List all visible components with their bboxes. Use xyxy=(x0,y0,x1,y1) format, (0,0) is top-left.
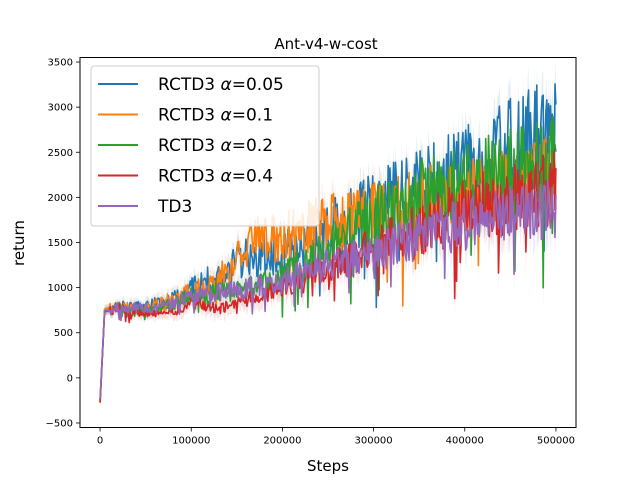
legend-label: RCTD3 α=0.05 xyxy=(158,75,284,95)
x-axis: 0 100000 200000 300000 400000 500000 xyxy=(97,427,575,447)
x-tick-label: 300000 xyxy=(354,436,392,447)
legend-label-prefix: RCTD3 xyxy=(158,106,221,126)
legend-label-value: =0.2 xyxy=(232,136,273,156)
legend-label-prefix: RCTD3 xyxy=(158,75,221,95)
series-lines xyxy=(99,83,557,404)
legend-label: TD3 xyxy=(157,197,192,217)
y-tick-label: 3000 xyxy=(48,103,73,114)
legend-label-alpha: α xyxy=(221,136,232,156)
legend-label-value: =0.4 xyxy=(232,167,273,187)
legend-label: RCTD3 α=0.2 xyxy=(158,136,273,156)
y-axis: −500 0 500 1000 1500 2000 2500 3000 3500 xyxy=(46,58,80,429)
legend-label: RCTD3 α=0.1 xyxy=(158,106,273,126)
legend-label-alpha: α xyxy=(221,167,232,187)
legend-label-alpha: α xyxy=(221,75,232,95)
y-tick-label: 2500 xyxy=(48,148,73,159)
x-tick-label: 500000 xyxy=(537,436,575,447)
legend-label-prefix: TD3 xyxy=(157,197,192,217)
x-tick-label: 100000 xyxy=(172,436,210,447)
x-axis-title: Steps xyxy=(307,457,349,475)
legend-label: RCTD3 α=0.4 xyxy=(158,167,273,187)
x-tick-label: 200000 xyxy=(263,436,301,447)
y-tick-label: 1500 xyxy=(48,238,73,249)
y-tick-label: 0 xyxy=(67,373,73,384)
legend-label-alpha: α xyxy=(221,106,232,126)
x-tick-label: 0 xyxy=(97,436,103,447)
x-tick-label: 400000 xyxy=(446,436,484,447)
y-axis-title: return xyxy=(10,220,28,266)
y-tick-label: 500 xyxy=(54,328,73,339)
y-tick-label: 1000 xyxy=(48,283,73,294)
legend-box xyxy=(90,65,320,227)
y-tick-label: 2000 xyxy=(48,193,73,204)
legend-label-prefix: RCTD3 xyxy=(158,167,221,187)
y-tick-label: 3500 xyxy=(48,58,73,69)
y-tick-label: −500 xyxy=(46,418,73,429)
legend-label-prefix: RCTD3 xyxy=(158,136,221,156)
legend-label-value: =0.05 xyxy=(232,75,284,95)
chart-title: Ant-v4-w-cost xyxy=(274,35,377,53)
series-line xyxy=(99,179,557,399)
legend-label-value: =0.1 xyxy=(232,106,273,126)
